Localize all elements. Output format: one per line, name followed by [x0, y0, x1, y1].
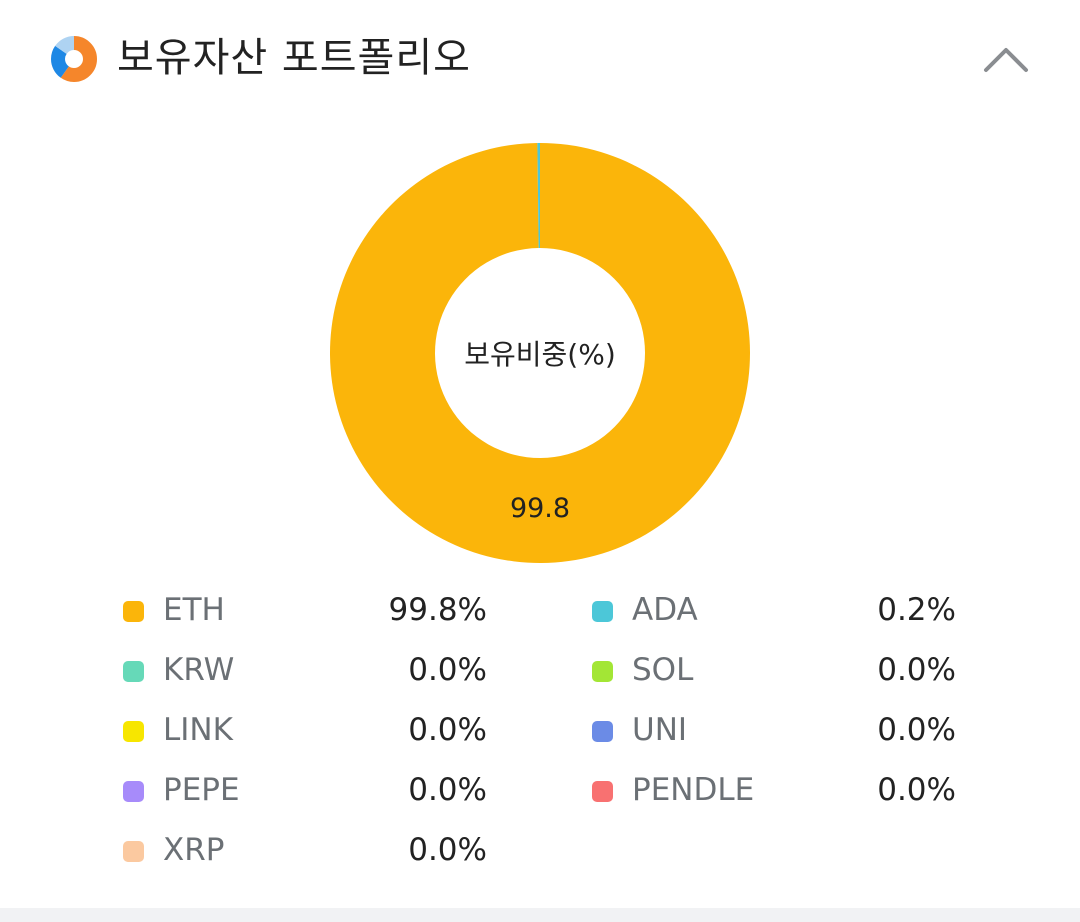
legend-swatch [592, 661, 613, 682]
legend-swatch [592, 601, 613, 622]
chart-center-label: 보유비중(%) [464, 338, 616, 371]
legend-label: PENDLE [632, 772, 755, 808]
legend-value: 0.0% [408, 832, 487, 868]
chart-slice-value: 99.8 [509, 493, 571, 524]
legend-item-link[interactable]: LINK 0.0% [123, 700, 487, 760]
portfolio-header: 보유자산 포트폴리오 [0, 0, 1080, 120]
legend-swatch [123, 601, 144, 622]
chevron-up-icon [984, 48, 1028, 72]
section-divider [0, 908, 1080, 922]
legend-value: 0.0% [877, 652, 956, 688]
legend-value: 0.0% [877, 712, 956, 748]
legend-label: LINK [163, 712, 233, 748]
legend-label: XRP [163, 832, 225, 868]
legend-swatch [592, 781, 613, 802]
legend-value: 0.0% [408, 772, 487, 808]
legend-item-pendle[interactable]: PENDLE 0.0% [592, 760, 956, 820]
legend-label: UNI [632, 712, 688, 748]
legend-value: 0.2% [877, 592, 956, 628]
legend-item-uni[interactable]: UNI 0.0% [592, 700, 956, 760]
donut-chart-icon [51, 36, 97, 82]
legend-item-krw[interactable]: KRW 0.0% [123, 640, 487, 700]
legend-item-eth[interactable]: ETH 99.8% [123, 580, 487, 640]
donut-chart-svg [330, 143, 750, 563]
slice-ada[interactable] [537, 143, 540, 249]
legend-swatch [123, 721, 144, 742]
legend-swatch [123, 661, 144, 682]
legend-value: 0.0% [408, 712, 487, 748]
legend-item-xrp[interactable]: XRP 0.0% [123, 820, 487, 880]
legend-item-sol[interactable]: SOL 0.0% [592, 640, 956, 700]
legend-label: PEPE [163, 772, 240, 808]
legend-item-pepe[interactable]: PEPE 0.0% [123, 760, 487, 820]
legend-item-ada[interactable]: ADA 0.2% [592, 580, 956, 640]
slice-eth[interactable] [330, 143, 750, 563]
page-title: 보유자산 포트폴리오 [117, 35, 471, 81]
collapse-button[interactable] [976, 38, 1036, 82]
legend-label: SOL [632, 652, 694, 688]
legend-label: ADA [632, 592, 698, 628]
legend-swatch [123, 841, 144, 862]
legend-swatch [592, 721, 613, 742]
legend-label: KRW [163, 652, 235, 688]
donut-chart: 보유비중(%) 99.8 [330, 143, 750, 563]
legend-value: 0.0% [408, 652, 487, 688]
legend-label: ETH [163, 592, 225, 628]
legend-value: 0.0% [877, 772, 956, 808]
legend-swatch [123, 781, 144, 802]
legend-value: 99.8% [388, 592, 487, 628]
